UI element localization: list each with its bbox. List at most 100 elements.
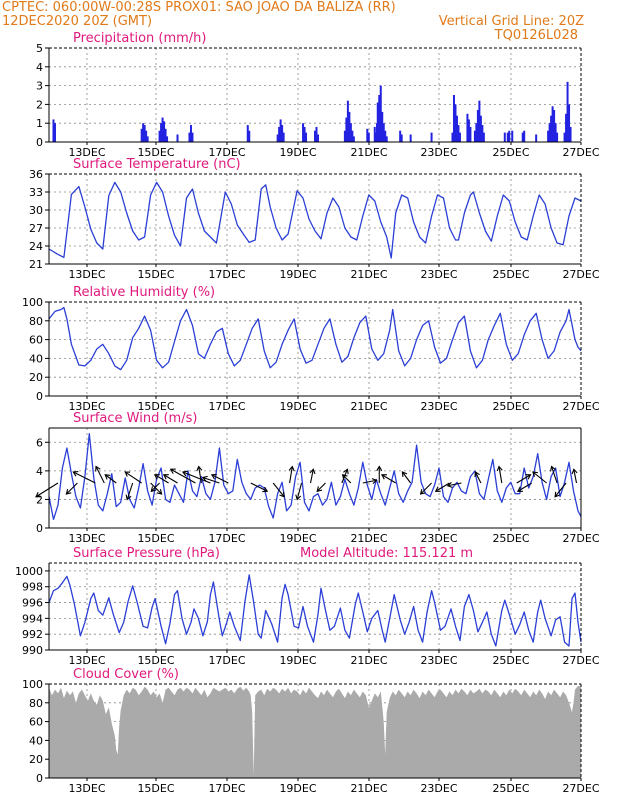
panel-1-bar-23: [282, 132, 285, 142]
panel-1-xtick-label-5: 23DEC: [420, 146, 457, 159]
panel-1-bar-36: [352, 136, 355, 142]
panel-1-bar-49: [399, 130, 402, 142]
panel-1-bar-45: [381, 111, 384, 142]
panel-4-wind-vector-11: [170, 468, 196, 484]
panel-2-ytick-label-1: 24: [29, 240, 43, 253]
panel-4-wind-arrowhead-4: [104, 474, 111, 480]
panel-3-xtick-label-6: 25DEC: [492, 400, 529, 413]
panel-1-bar-68: [482, 132, 485, 142]
panel-1-bar-62: [473, 130, 476, 142]
panel-1-bar-59: [466, 113, 469, 142]
panel-1-bar-42: [376, 102, 379, 142]
panel-4-wind-arrowhead-21: [316, 486, 323, 493]
panel-1-bar-27: [314, 130, 316, 142]
panel-1-ytick-label-4: 4: [36, 61, 43, 74]
panel-5-ytick-label-5: 1000: [15, 565, 43, 578]
panel-4-wind-vector-1: [66, 482, 78, 495]
panel-2-xtick-label-2: 17DEC: [208, 268, 245, 281]
panel-4-wind-arrowhead-32: [496, 465, 503, 472]
panel-4-wind-vector-24: [362, 479, 377, 484]
panel-4-ytick-label-3: 6: [36, 436, 43, 449]
panel-4-xtick-label-7: 27DEC: [562, 532, 599, 545]
panel-1-bar-48: [385, 136, 388, 142]
panel-4-wind-vector-10: [163, 474, 178, 484]
panel-4-wind-vector-6: [124, 471, 142, 484]
panel-4-xtick-label-3: 19DEC: [279, 532, 316, 545]
header: CPTEC: 060:00W-00:28S PROX01: SAO JOAO D…: [0, 0, 618, 44]
panel-4-wind-arrowhead-29: [434, 486, 441, 492]
panel-4-wind-vector-29: [435, 482, 450, 492]
panel-6-ytick-label-1: 20: [29, 753, 43, 766]
panel-5-xtick-label-0: 13DEC: [68, 654, 105, 667]
panel-2-ytick-label-4: 33: [29, 186, 43, 199]
panel-1-bar-37: [366, 128, 369, 142]
panel-4-wind-vector-32: [498, 466, 503, 484]
panel-1-bar-34: [349, 123, 352, 142]
panel-1-bar-3: [142, 123, 145, 142]
panel-4-wind-arrowhead-15: [210, 473, 217, 480]
panel-4-wind-arrowhead-26: [380, 474, 387, 480]
panel-4-wind-vector-37: [554, 482, 567, 498]
panel-4-wind-arrowhead-8: [150, 486, 157, 493]
panel-4-wind-vector-34: [517, 482, 532, 492]
panel-1-bar-1: [53, 123, 56, 142]
panel-4-wind-arrowhead-37: [554, 491, 560, 498]
panel-1-bar-54: [452, 95, 455, 142]
header-model-code: TQ0126L028: [494, 28, 578, 43]
panel-1-ytick-label-0: 0: [36, 136, 43, 149]
panel-1-bar-18: [248, 130, 251, 142]
panel-6-xtick-label-4: 21DEC: [350, 782, 387, 795]
panel-4-wind-arrowhead-19: [295, 494, 302, 501]
panel-1-bar-82: [556, 132, 559, 142]
panel-1-bar-8: [160, 123, 163, 142]
panel-1-bar-61: [469, 126, 472, 142]
panel-1-ytick-label-2: 2: [36, 98, 43, 111]
panel-1-bar-58: [458, 132, 461, 142]
panel-2-ytick-label-5: 36: [29, 168, 43, 181]
panel-4-xtick-label-5: 23DEC: [420, 532, 457, 545]
panel-2-ytick-label-3: 30: [29, 204, 43, 217]
panel-5-xtick-label-2: 17DEC: [208, 654, 245, 667]
panel-4-wind-vector-4: [104, 474, 117, 484]
panel-1-bar-15: [189, 125, 192, 142]
panel-4-ytick-label-2: 4: [36, 465, 43, 478]
panel-5-ytick-label-4: 998: [22, 581, 43, 594]
panel-1-xtick-label-6: 25DEC: [492, 146, 529, 159]
panel-4-wind-arrowhead-2: [72, 471, 79, 477]
panel-3-xtick-label-3: 19DEC: [279, 400, 316, 413]
panel-5-xtick-label-6: 25DEC: [492, 654, 529, 667]
panel-4-wind-arrowhead-35: [532, 471, 538, 477]
panel-3-ytick-label-5: 100: [22, 296, 43, 309]
panel-1-bar-43: [378, 95, 381, 142]
panel-4-wind-vector-0: [35, 482, 59, 498]
panel-1-bar-30: [343, 130, 346, 142]
panel-1-bar-22: [281, 125, 284, 142]
panel-4-wind-vector-35: [532, 471, 547, 484]
panel-4-wind-vector-15: [211, 474, 229, 484]
panel-1-xtick-label-2: 17DEC: [208, 146, 245, 159]
panel-1-bar-50: [400, 134, 403, 142]
panel-6-title: Cloud Cover (%): [73, 667, 179, 682]
panel-1-bar-0: [52, 119, 55, 142]
panel-1-bar-86: [568, 104, 571, 142]
panel-5-xtick-label-1: 15DEC: [137, 654, 174, 667]
header-grid-line: Vertical Grid Line: 20Z: [438, 14, 584, 29]
panel-2-xtick-label-3: 19DEC: [279, 268, 316, 281]
panel-1-bar-39: [373, 126, 376, 142]
model-altitude-label: Model Altitude: 115.121 m: [300, 546, 473, 561]
panel-2-ytick-label-2: 27: [29, 222, 43, 235]
panel-4-wind-arrowhead-17: [279, 491, 285, 498]
panel-4-wind-vector-36: [551, 466, 558, 484]
panel-4-wind-vector-5: [126, 482, 134, 500]
panel-4-wind-vector-23: [342, 474, 352, 484]
panel-1-xtick-label-7: 27DEC: [562, 146, 599, 159]
panel-4-wind-vector-19: [296, 482, 303, 500]
panel-1-xtick-label-3: 19DEC: [279, 146, 316, 159]
panel-1-ytick-label-5: 5: [36, 42, 43, 55]
panel-1-bar-56: [455, 115, 458, 142]
panel-1-bar-11: [164, 128, 167, 142]
panel-1-bar-70: [506, 132, 509, 142]
panel-6-xtick-label-3: 19DEC: [279, 782, 316, 795]
panel-4-wind-arrowhead-1: [65, 488, 72, 495]
panel-1-bar-9: [161, 117, 164, 142]
